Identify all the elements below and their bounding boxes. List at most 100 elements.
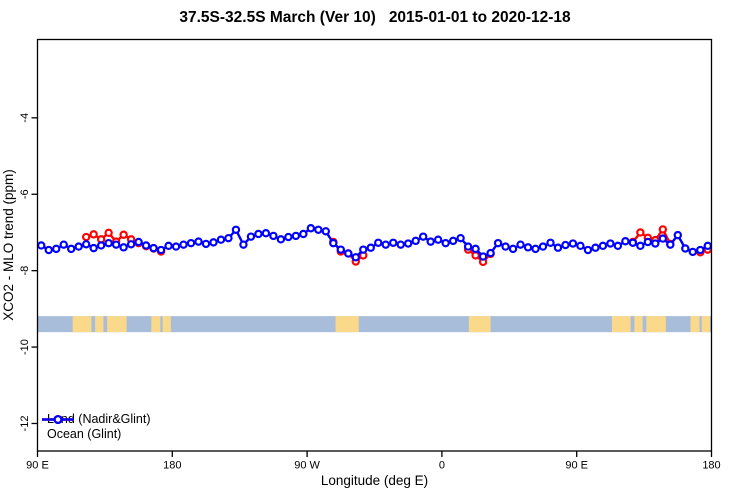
map-band-land-australia-west: [72, 316, 92, 333]
map-band-land-australia-central: [95, 316, 104, 333]
land-point: [636, 228, 645, 237]
ocean-point: [141, 241, 151, 250]
chart-title: 37.5S-32.5S March (Ver 10) 2015-01-01 to…: [38, 9, 712, 27]
ocean-point: [418, 232, 428, 241]
map-band-land-australia-east: [107, 316, 127, 333]
ocean-series-marker-icon: [42, 414, 74, 425]
land-point: [658, 225, 668, 234]
y-tick-label: -4: [19, 113, 31, 123]
ocean-point: [681, 244, 690, 253]
map-band-land-new-zealand-south: [151, 316, 161, 333]
ocean-point: [179, 240, 188, 249]
ocean-point: [703, 241, 712, 251]
ocean-point: [456, 233, 465, 243]
ocean-point: [471, 244, 480, 254]
ocean-point: [186, 238, 196, 248]
ocean-point: [531, 244, 540, 254]
ocean-point: [621, 237, 630, 246]
y-axis: -4 -6 -8 -10 -12 XCO2 - MLO trend (ppm): [1, 113, 38, 431]
ocean-point: [606, 239, 615, 248]
ocean-point: [389, 238, 398, 247]
ocean-point: [299, 229, 308, 239]
ocean-point: [366, 243, 375, 252]
ocean-point: [568, 239, 578, 248]
ocean-point: [89, 243, 98, 253]
ocean-point: [81, 240, 91, 249]
x-tick-label: 90 E: [26, 460, 49, 472]
plot-border: [36, 38, 713, 452]
ocean-point: [516, 240, 525, 249]
ocean-point: [463, 242, 473, 251]
ocean-point: [254, 229, 263, 239]
x-tick-label: 180: [163, 460, 181, 472]
ocean-point: [486, 248, 495, 258]
ocean-point: [636, 241, 645, 251]
ocean-point: [52, 244, 61, 254]
ocean-point: [37, 241, 46, 250]
ocean-point: [553, 243, 563, 252]
y-axis-title: XCO2 - MLO trend (ppm): [1, 169, 16, 321]
ocean-point: [696, 245, 705, 255]
map-band-land-new-zealand-south-2: [690, 316, 700, 333]
ocean-point: [658, 234, 668, 243]
land-point: [104, 228, 113, 238]
ocean-point: [561, 240, 570, 250]
land-point: [471, 251, 480, 260]
x-tick-label: 90 W: [294, 460, 320, 472]
y-tick-label: -8: [19, 266, 31, 276]
land-point: [81, 232, 91, 242]
ocean-point: [119, 243, 128, 252]
ocean-point: [171, 242, 181, 251]
ocean-point: [433, 235, 443, 244]
land-point: [89, 230, 98, 239]
ocean-point: [576, 241, 585, 251]
ocean-point: [104, 238, 113, 248]
ocean-point: [246, 232, 256, 241]
x-axis-title: Longitude (deg E): [321, 473, 428, 488]
ocean-point: [381, 240, 390, 249]
ocean-point: [448, 236, 458, 246]
ocean-point: [359, 245, 368, 254]
legend-label-ocean: Ocean (Glint): [47, 427, 122, 441]
ocean-point: [216, 235, 226, 244]
ocean-point: [666, 240, 675, 249]
legend-item-ocean: Ocean (Glint): [40, 414, 151, 442]
map-band: [37, 316, 712, 333]
ocean-point: [404, 239, 413, 248]
ocean-point: [156, 245, 166, 255]
ocean-point: [126, 240, 136, 249]
x-tick-label: 90 E: [565, 460, 588, 472]
ocean-point: [111, 240, 121, 249]
ocean-point: [591, 243, 600, 252]
ocean-point: [96, 241, 106, 250]
ocean-point: [194, 237, 203, 246]
ocean-point: [688, 247, 697, 257]
ocean-point: [508, 244, 518, 254]
ocean-point: [344, 249, 353, 258]
ocean-point: [351, 253, 360, 262]
map-band-land-new-zealand-north: [162, 316, 171, 333]
ocean-point: [164, 241, 173, 251]
map-band-land-australia-central-2: [634, 316, 643, 333]
ocean-point: [59, 240, 68, 249]
ocean-point: [501, 242, 510, 251]
map-band-land-south-africa: [468, 316, 491, 333]
map-band-land-australia-east-2: [646, 316, 666, 333]
map-band-land-new-zealand-north-2: [701, 316, 711, 333]
ocean-point: [314, 225, 323, 234]
x-tick-label: 0: [439, 460, 445, 472]
legend: Land (Nadir&Glint) Ocean (Glint): [40, 412, 151, 442]
ocean-point: [426, 237, 435, 246]
ocean-point: [224, 233, 233, 243]
ocean-point: [396, 240, 405, 249]
ocean-point: [538, 242, 548, 251]
ocean-point: [291, 231, 301, 241]
ocean-point: [261, 229, 271, 238]
ocean-point: [149, 243, 158, 253]
ocean-point: [134, 237, 143, 247]
ocean-point: [478, 252, 488, 261]
ocean-point: [201, 239, 211, 249]
ocean-point: [306, 224, 316, 233]
ocean-point: [374, 238, 383, 247]
